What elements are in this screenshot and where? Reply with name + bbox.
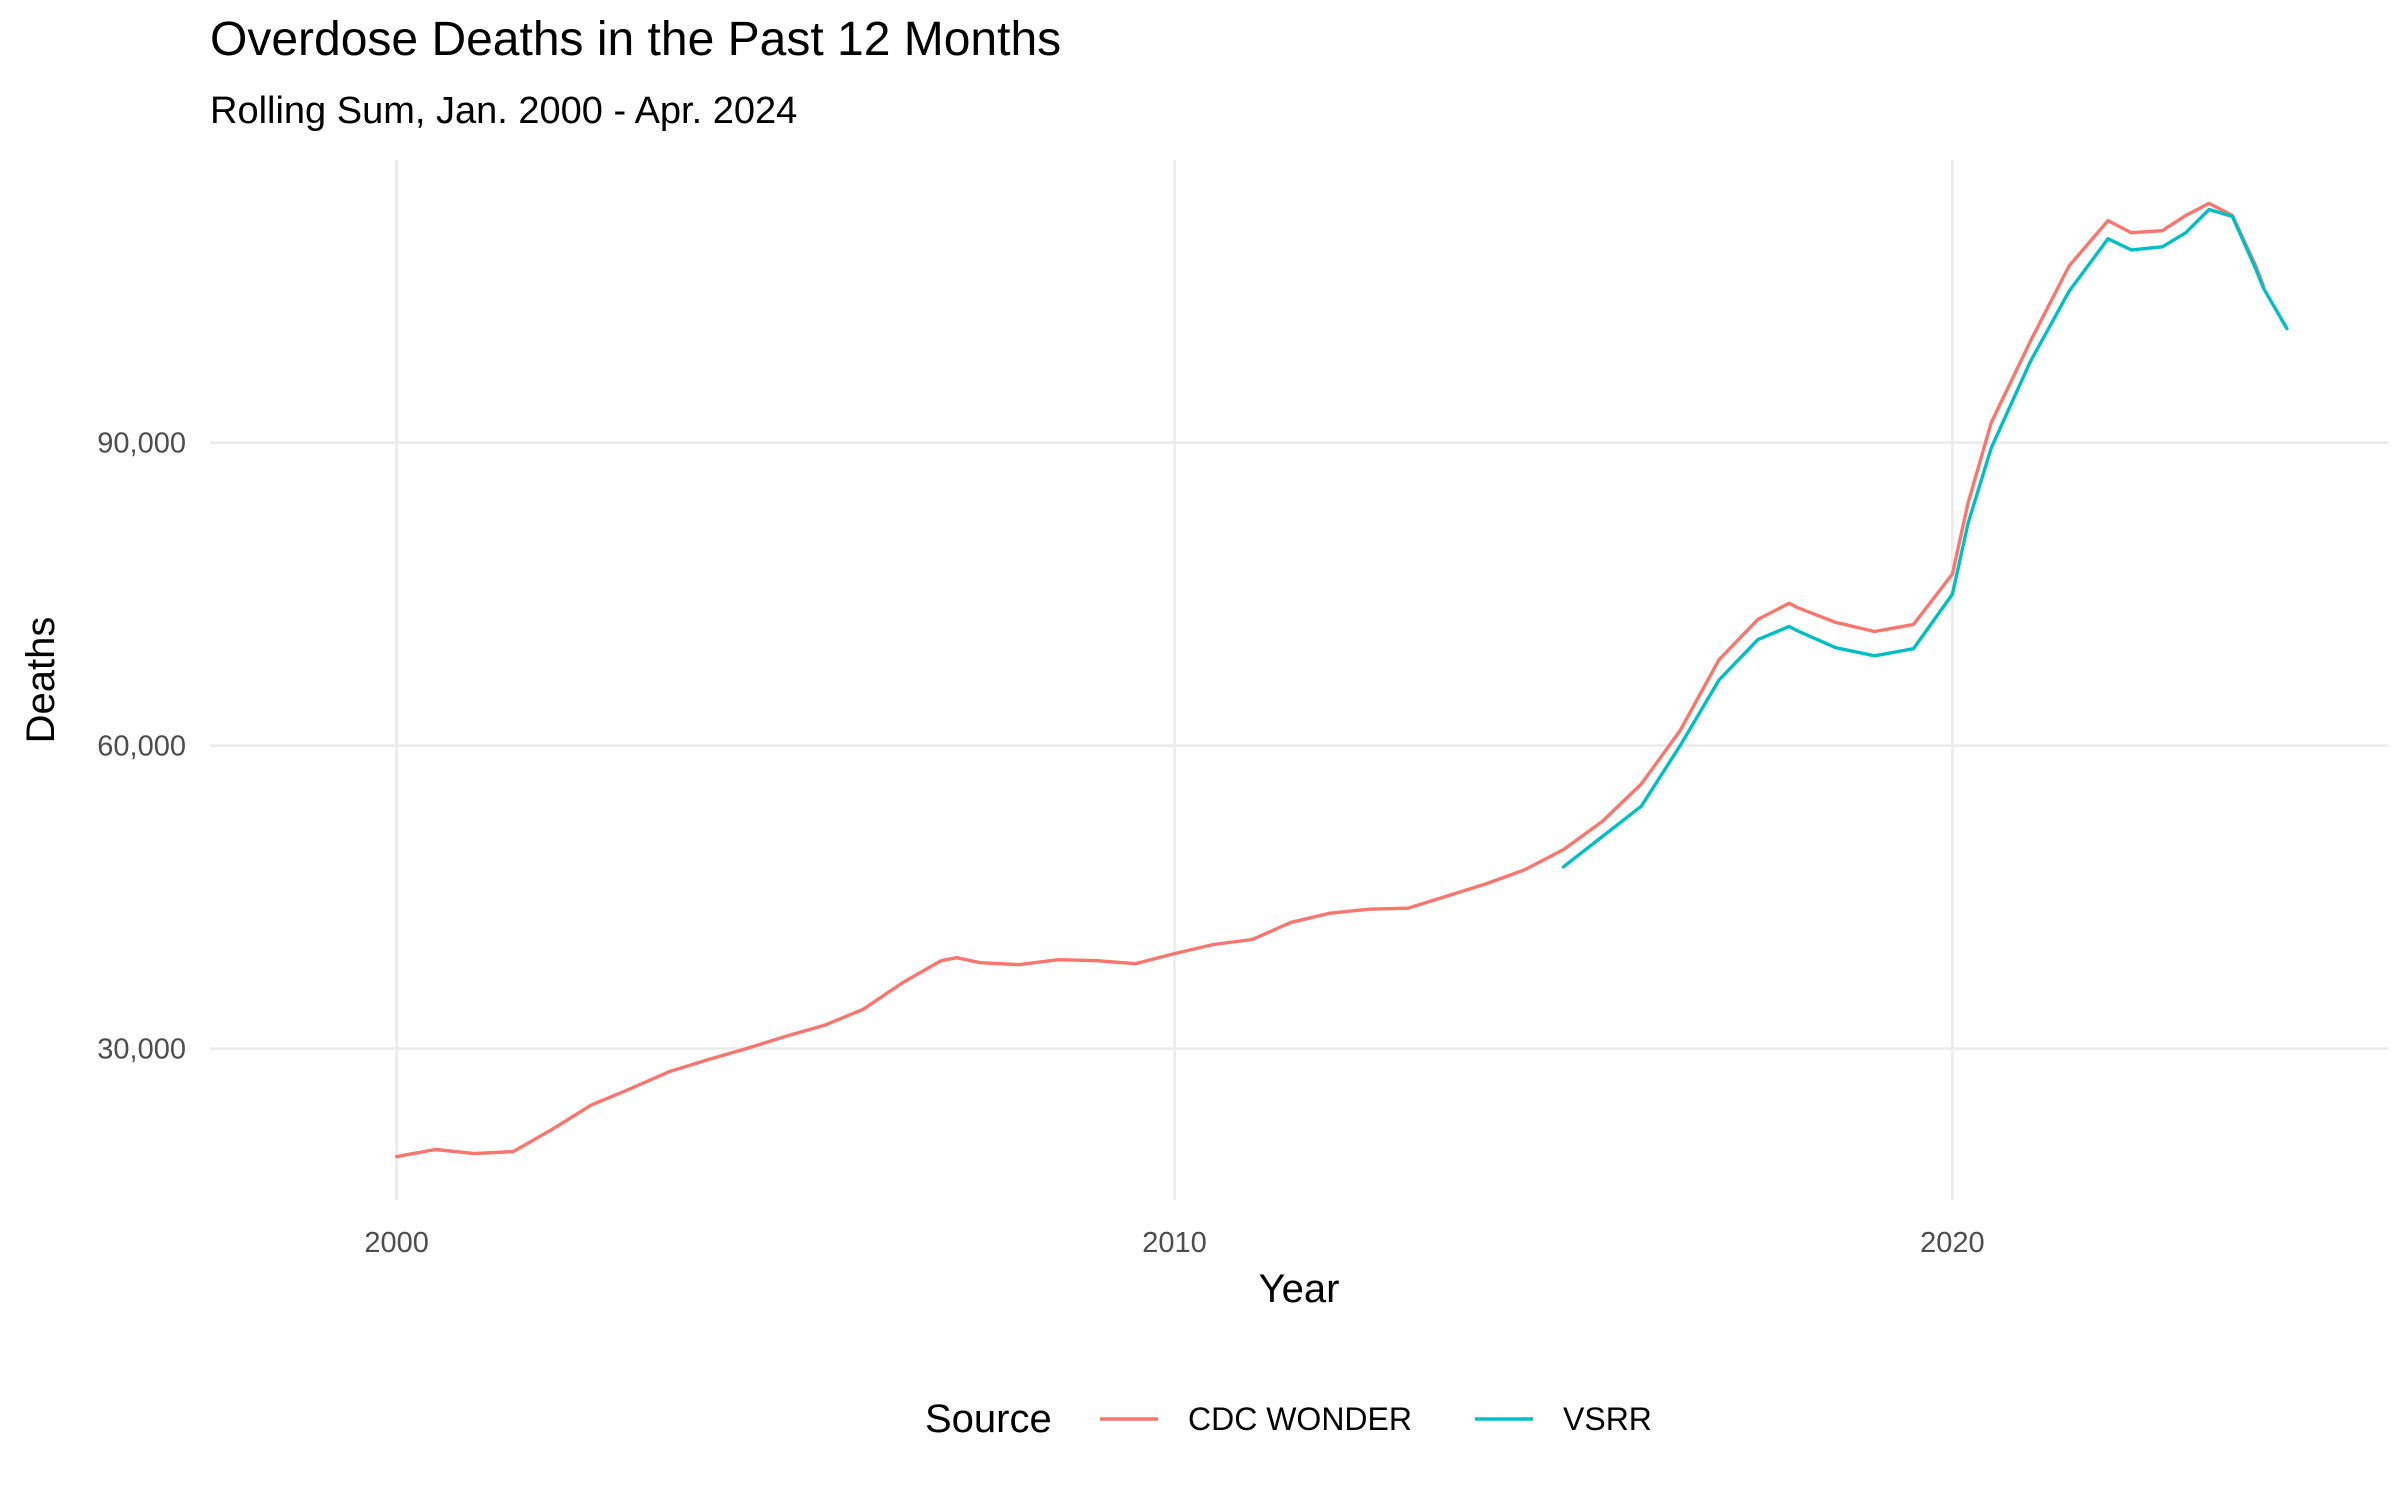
grid-layer bbox=[210, 160, 2388, 1200]
chart-title: Overdose Deaths in the Past 12 Months bbox=[210, 13, 1062, 66]
y-axis-title: Deaths bbox=[19, 617, 63, 744]
series-line-cdc-wonder bbox=[395, 201, 2266, 1159]
y-tick-label: 90,000 bbox=[97, 428, 186, 460]
x-tick-label: 2000 bbox=[364, 1227, 429, 1259]
legend: Source CDC WONDER VSRR bbox=[925, 1397, 1652, 1441]
y-tick-label: 60,000 bbox=[97, 731, 186, 763]
x-axis-title: Year bbox=[1259, 1267, 1340, 1311]
legend-title: Source bbox=[925, 1397, 1052, 1441]
series-line-vsrr bbox=[1561, 207, 2289, 869]
legend-label: VSRR bbox=[1563, 1401, 1652, 1437]
y-tick-label: 30,000 bbox=[97, 1034, 186, 1066]
tick-label-layer: 2000 2010 2020 30,000 60,000 90,000 bbox=[97, 428, 1984, 1259]
x-tick-label: 2020 bbox=[1920, 1227, 1985, 1259]
legend-label: CDC WONDER bbox=[1188, 1401, 1412, 1437]
chart-subtitle: Rolling Sum, Jan. 2000 - Apr. 2024 bbox=[210, 90, 798, 132]
series-layer bbox=[395, 201, 2289, 1159]
x-tick-label: 2010 bbox=[1142, 1227, 1207, 1259]
legend-items: CDC WONDER VSRR bbox=[1100, 1401, 1652, 1437]
